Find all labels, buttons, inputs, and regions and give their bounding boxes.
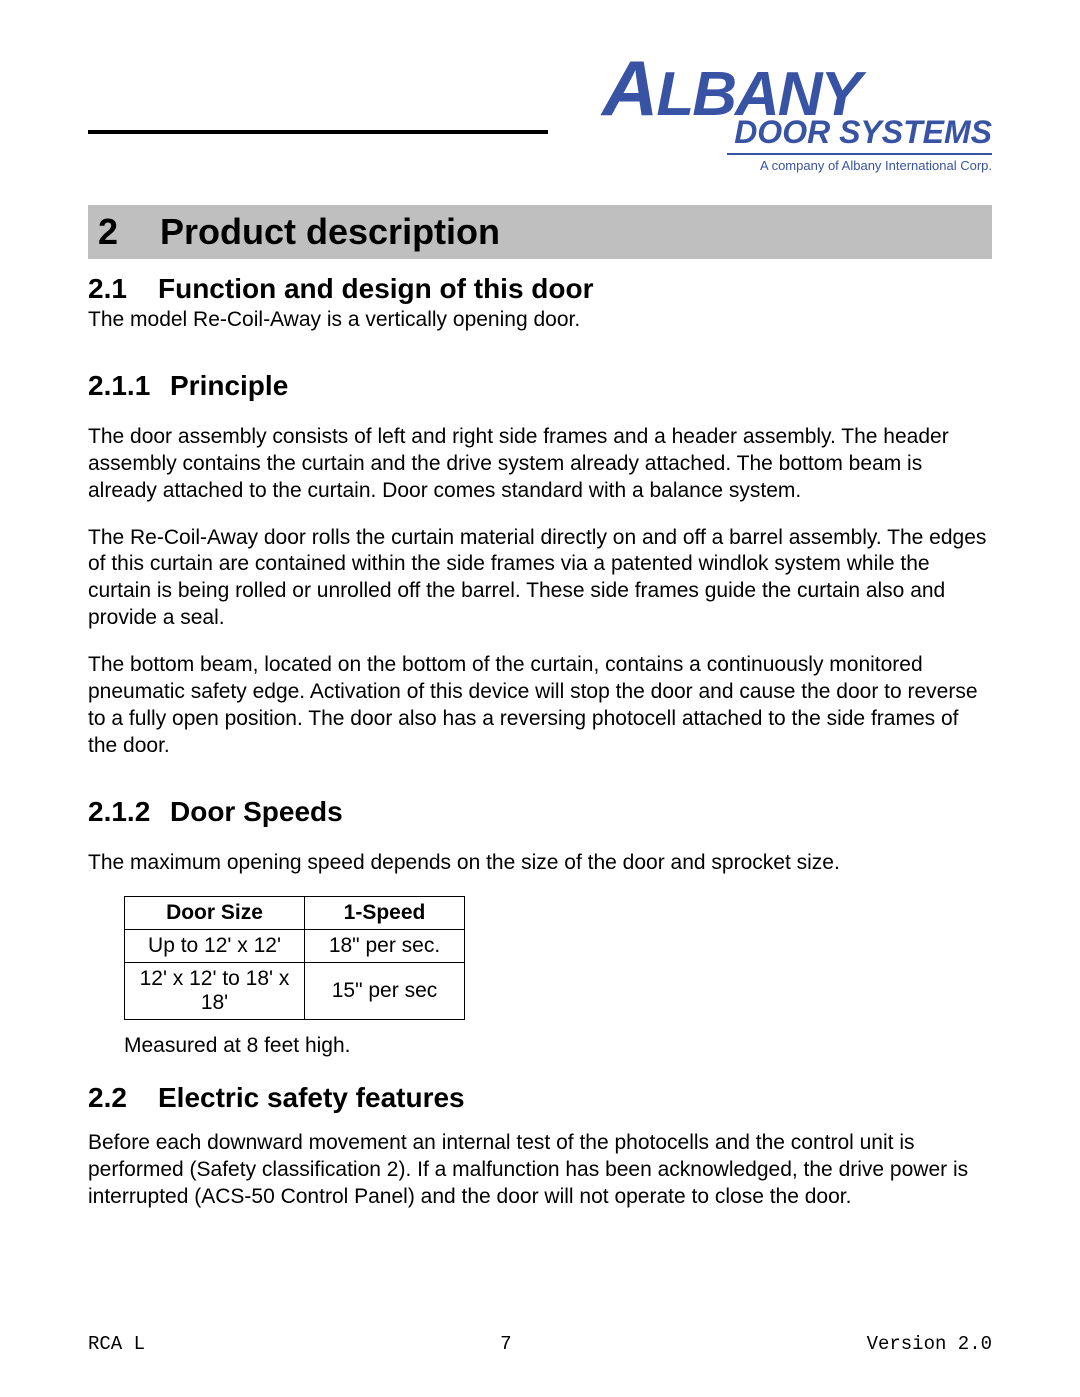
subsection-2-1-heading: 2.1Function and design of this door: [88, 273, 992, 305]
page-content: 2Product description 2.1Function and des…: [88, 205, 992, 1211]
principle-p3: The bottom beam, located on the bottom o…: [88, 652, 992, 760]
company-logo: ALBANY DOOR SYSTEMS A company of Albany …: [602, 55, 992, 185]
footer-version: Version 2.0: [867, 1333, 992, 1355]
subsection-title: Principle: [170, 370, 288, 401]
footer-page-number: 7: [500, 1333, 511, 1355]
table-header-row: Door Size 1-Speed: [125, 897, 465, 930]
principle-p1: The door assembly consists of left and r…: [88, 424, 992, 505]
subsection-2-1-intro: The model Re-Coil-Away is a vertically o…: [88, 307, 992, 334]
logo-underline: [727, 153, 992, 155]
door-speeds-intro: The maximum opening speed depends on the…: [88, 850, 992, 877]
electric-safety-p1: Before each downward movement an interna…: [88, 1130, 992, 1211]
door-speeds-table: Door Size 1-Speed Up to 12' x 12' 18" pe…: [124, 896, 465, 1020]
table-cell-size: Up to 12' x 12': [125, 930, 305, 963]
section-number: 2: [98, 211, 160, 253]
subsection-number: 2.1: [88, 273, 158, 305]
subsection-number: 2.2: [88, 1082, 158, 1114]
page-footer: RCA L 7 Version 2.0: [88, 1333, 992, 1355]
table-row: Up to 12' x 12' 18" per sec.: [125, 930, 465, 963]
logo-letter-a: A: [602, 55, 656, 121]
table-cell-speed: 18" per sec.: [305, 930, 465, 963]
footer-left: RCA L: [88, 1333, 145, 1355]
subsection-title: Electric safety features: [158, 1082, 465, 1113]
subsection-2-2-heading: 2.2Electric safety features: [88, 1082, 992, 1114]
subsection-2-1-2-heading: 2.1.2Door Speeds: [88, 796, 992, 828]
subsection-title: Door Speeds: [170, 796, 343, 827]
subsection-number: 2.1.2: [88, 796, 170, 828]
header-rule: [88, 130, 548, 134]
subsection-title: Function and design of this door: [158, 273, 594, 304]
table-note: Measured at 8 feet high.: [124, 1034, 992, 1058]
table-row: 12' x 12' to 18' x 18' 15" per sec: [125, 963, 465, 1020]
table-header-speed: 1-Speed: [305, 897, 465, 930]
subsection-number: 2.1.1: [88, 370, 170, 402]
table-header-size: Door Size: [125, 897, 305, 930]
table-cell-size: 12' x 12' to 18' x 18': [125, 963, 305, 1020]
section-title: Product description: [160, 211, 500, 252]
logo-tagline: A company of Albany International Corp.: [602, 158, 992, 173]
table-cell-speed: 15" per sec: [305, 963, 465, 1020]
subsection-2-1-1-heading: 2.1.1Principle: [88, 370, 992, 402]
principle-p2: The Re-Coil-Away door rolls the curtain …: [88, 525, 992, 633]
section-heading: 2Product description: [88, 205, 992, 259]
